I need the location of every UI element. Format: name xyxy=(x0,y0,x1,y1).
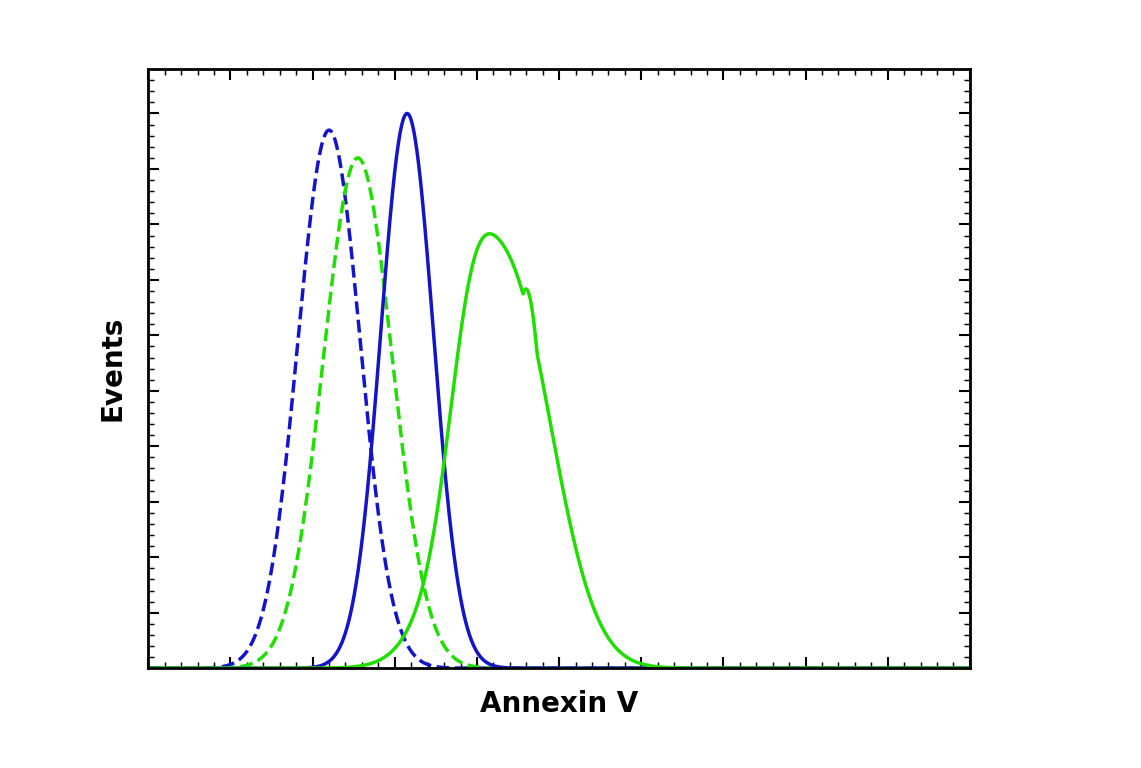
X-axis label: Annexin V: Annexin V xyxy=(480,690,638,717)
Y-axis label: Events: Events xyxy=(99,316,127,422)
